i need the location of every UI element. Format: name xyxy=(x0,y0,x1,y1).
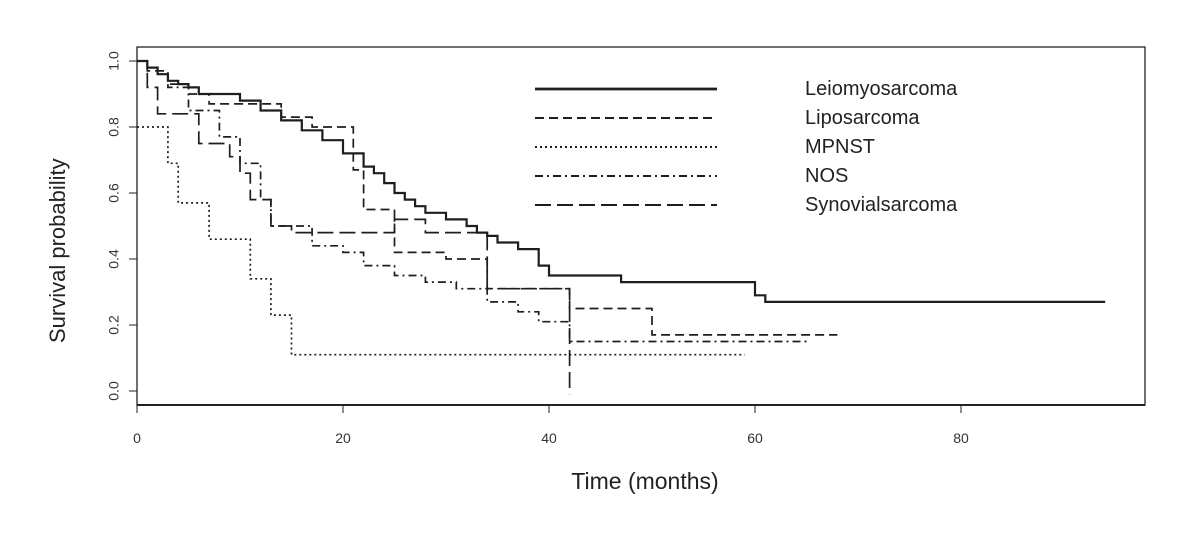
series-mpnst-curve xyxy=(137,126,745,356)
series-synovialsarcoma-curve xyxy=(137,60,571,395)
legend-label-liposarcoma: Liposarcoma xyxy=(805,107,920,129)
legend-label-leiomyosarcoma: Leiomyosarcoma xyxy=(805,78,958,100)
x-tick-label: 20 xyxy=(335,430,351,446)
y-tick-label: 1.0 xyxy=(106,51,122,71)
survival-curves xyxy=(137,59,1106,395)
x-tick-label: 40 xyxy=(541,430,557,446)
legend-label-nos: NOS xyxy=(805,165,849,187)
y-tick-label: 0.4 xyxy=(106,249,122,269)
legend-lines xyxy=(535,87,717,206)
x-tick-label: 80 xyxy=(953,430,969,446)
y-axis-label: Survival probability xyxy=(45,158,70,343)
legend-label-synovialsarcoma: Synovialsarcoma xyxy=(805,194,958,216)
x-tick-label: 60 xyxy=(747,430,763,446)
y-tick-label: 0.6 xyxy=(106,183,122,203)
y-tick-label: 0.2 xyxy=(106,315,122,335)
y-tick-label: 0.0 xyxy=(106,381,122,401)
series-nos-curve xyxy=(137,60,807,343)
y-tick-label: 0.8 xyxy=(106,117,122,137)
y-axis-ticks: 0.0 0.2 0.4 0.6 0.8 1.0 xyxy=(106,51,137,401)
x-axis-ticks: 0 20 40 60 80 xyxy=(133,405,969,446)
series-leiomyosarcoma-curve xyxy=(137,59,1106,303)
x-axis-label: Time (months) xyxy=(571,468,719,494)
x-tick-label: 0 xyxy=(133,430,141,446)
legend-label-mpnst: MPNST xyxy=(805,136,875,158)
